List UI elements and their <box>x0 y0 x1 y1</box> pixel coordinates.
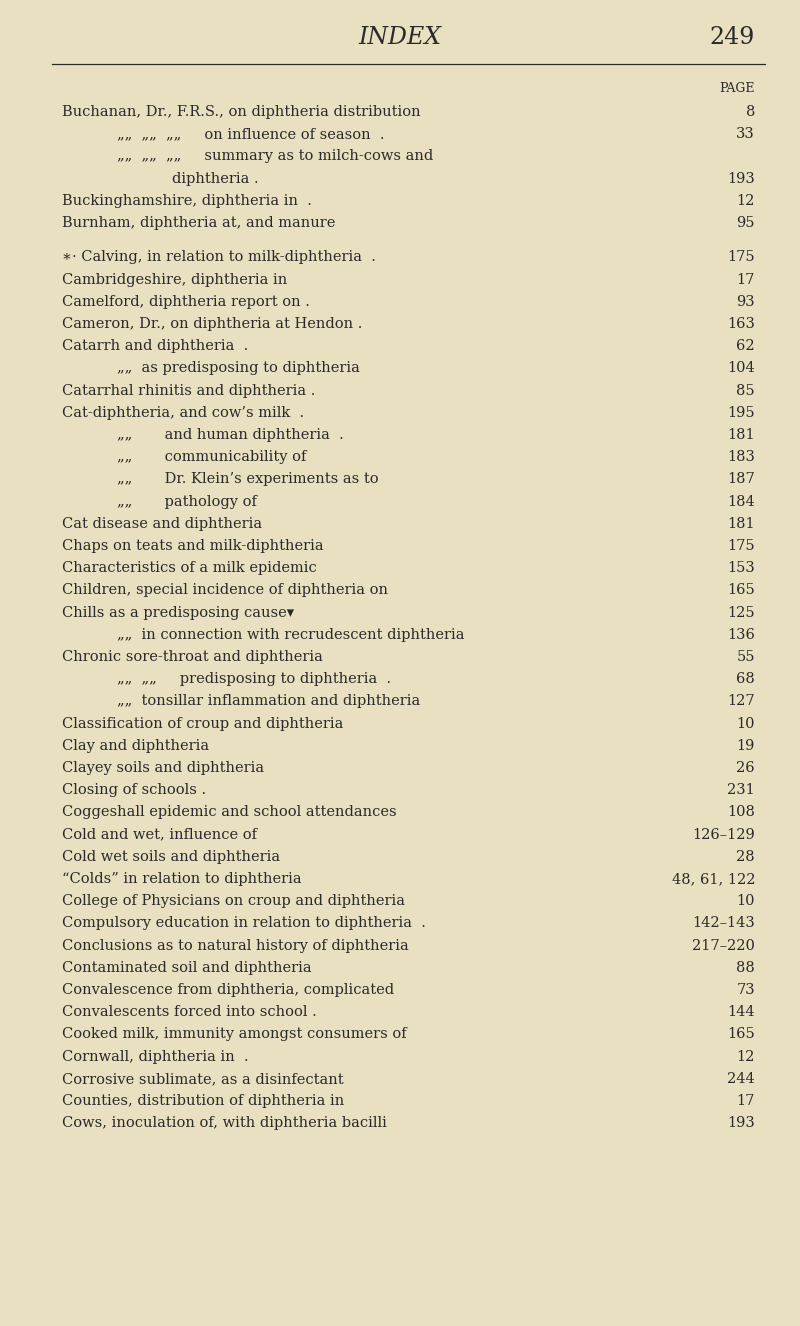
Text: 249: 249 <box>710 27 755 49</box>
Text: 8: 8 <box>746 105 755 119</box>
Text: 165: 165 <box>727 583 755 598</box>
Text: ∗· Calving, in relation to milk-diphtheria  .: ∗· Calving, in relation to milk-diphther… <box>62 251 376 264</box>
Text: 55: 55 <box>737 650 755 664</box>
Text: College of Physicians on croup and diphtheria: College of Physicians on croup and dipht… <box>62 894 405 908</box>
Text: Catarrh and diphtheria  .: Catarrh and diphtheria . <box>62 339 248 353</box>
Text: 68: 68 <box>736 672 755 687</box>
Text: Cold wet soils and diphtheria: Cold wet soils and diphtheria <box>62 850 280 863</box>
Text: PAGE: PAGE <box>719 82 755 95</box>
Text: Conclusions as to natural history of diphtheria: Conclusions as to natural history of dip… <box>62 939 409 952</box>
Text: „„       Dr. Klein’s experiments as to: „„ Dr. Klein’s experiments as to <box>117 472 378 487</box>
Text: Cat-diphtheria, and cow’s milk  .: Cat-diphtheria, and cow’s milk . <box>62 406 304 420</box>
Text: 217–220: 217–220 <box>692 939 755 952</box>
Text: INDEX: INDEX <box>358 27 442 49</box>
Text: 175: 175 <box>727 538 755 553</box>
Text: 26: 26 <box>736 761 755 774</box>
Text: „„       pathology of: „„ pathology of <box>117 495 257 509</box>
Text: Contaminated soil and diphtheria: Contaminated soil and diphtheria <box>62 961 312 975</box>
Text: 95: 95 <box>737 216 755 229</box>
Text: 33: 33 <box>736 127 755 141</box>
Text: Cameron, Dr., on diphtheria at Hendon .: Cameron, Dr., on diphtheria at Hendon . <box>62 317 362 332</box>
Text: Camelford, diphtheria report on .: Camelford, diphtheria report on . <box>62 294 310 309</box>
Text: 244: 244 <box>727 1071 755 1086</box>
Text: Classification of croup and diphtheria: Classification of croup and diphtheria <box>62 716 343 731</box>
Text: 126–129: 126–129 <box>692 827 755 842</box>
Text: Characteristics of a milk epidemic: Characteristics of a milk epidemic <box>62 561 317 575</box>
Text: 85: 85 <box>736 383 755 398</box>
Text: „„       and human diphtheria  .: „„ and human diphtheria . <box>117 428 344 442</box>
Text: 48, 61, 122: 48, 61, 122 <box>671 873 755 886</box>
Text: „„  „„     predisposing to diphtheria  .: „„ „„ predisposing to diphtheria . <box>117 672 391 687</box>
Text: „„  in connection with recrudescent diphtheria: „„ in connection with recrudescent dipht… <box>117 627 465 642</box>
Text: 175: 175 <box>727 251 755 264</box>
Text: Compulsory education in relation to diphtheria  .: Compulsory education in relation to diph… <box>62 916 426 931</box>
Text: 163: 163 <box>727 317 755 332</box>
Text: Buckinghamshire, diphtheria in  .: Buckinghamshire, diphtheria in . <box>62 194 312 208</box>
Text: 181: 181 <box>727 517 755 530</box>
Text: 12: 12 <box>737 1050 755 1063</box>
Text: Burnham, diphtheria at, and manure: Burnham, diphtheria at, and manure <box>62 216 335 229</box>
Text: Chills as a predisposing cause▾: Chills as a predisposing cause▾ <box>62 606 294 619</box>
Text: 181: 181 <box>727 428 755 442</box>
Text: Children, special incidence of diphtheria on: Children, special incidence of diphtheri… <box>62 583 388 598</box>
Text: Convalescence from diphtheria, complicated: Convalescence from diphtheria, complicat… <box>62 983 394 997</box>
Text: 17: 17 <box>737 1094 755 1109</box>
Text: Chronic sore-throat and diphtheria: Chronic sore-throat and diphtheria <box>62 650 323 664</box>
Text: Buchanan, Dr., F.R.S., on diphtheria distribution: Buchanan, Dr., F.R.S., on diphtheria dis… <box>62 105 421 119</box>
Text: 62: 62 <box>736 339 755 353</box>
Text: 93: 93 <box>736 294 755 309</box>
Text: 187: 187 <box>727 472 755 487</box>
Text: Clay and diphtheria: Clay and diphtheria <box>62 739 209 753</box>
Text: 165: 165 <box>727 1028 755 1041</box>
Text: Chaps on teats and milk-diphtheria: Chaps on teats and milk-diphtheria <box>62 538 324 553</box>
Text: 10: 10 <box>737 716 755 731</box>
Text: 127: 127 <box>727 695 755 708</box>
Text: 12: 12 <box>737 194 755 208</box>
Text: “Colds” in relation to diphtheria: “Colds” in relation to diphtheria <box>62 873 302 886</box>
Text: 195: 195 <box>727 406 755 420</box>
Text: „„  tonsillar inflammation and diphtheria: „„ tonsillar inflammation and diphtheria <box>117 695 420 708</box>
Text: „„  „„  „„     on influence of season  .: „„ „„ „„ on influence of season . <box>117 127 385 141</box>
Text: 136: 136 <box>727 627 755 642</box>
Text: Cows, inoculation of, with diphtheria bacilli: Cows, inoculation of, with diphtheria ba… <box>62 1116 387 1130</box>
Text: 184: 184 <box>727 495 755 509</box>
Text: 142–143: 142–143 <box>692 916 755 931</box>
Text: 125: 125 <box>727 606 755 619</box>
Text: Coggeshall epidemic and school attendances: Coggeshall epidemic and school attendanc… <box>62 805 397 819</box>
Text: Closing of schools .: Closing of schools . <box>62 784 206 797</box>
Text: Cat disease and diphtheria: Cat disease and diphtheria <box>62 517 262 530</box>
Text: 17: 17 <box>737 273 755 286</box>
Text: Cooked milk, immunity amongst consumers of: Cooked milk, immunity amongst consumers … <box>62 1028 406 1041</box>
Text: Cambridgeshire, diphtheria in: Cambridgeshire, diphtheria in <box>62 273 287 286</box>
Text: 28: 28 <box>736 850 755 863</box>
Text: 108: 108 <box>727 805 755 819</box>
Text: 88: 88 <box>736 961 755 975</box>
Text: 183: 183 <box>727 451 755 464</box>
Text: „„  „„  „„     summary as to milch-cows and: „„ „„ „„ summary as to milch-cows and <box>117 150 434 163</box>
Text: 153: 153 <box>727 561 755 575</box>
Text: Clayey soils and diphtheria: Clayey soils and diphtheria <box>62 761 264 774</box>
Text: Cornwall, diphtheria in  .: Cornwall, diphtheria in . <box>62 1050 249 1063</box>
Text: „„  as predisposing to diphtheria: „„ as predisposing to diphtheria <box>117 362 360 375</box>
Text: Counties, distribution of diphtheria in: Counties, distribution of diphtheria in <box>62 1094 344 1109</box>
Text: Corrosive sublimate, as a disinfectant: Corrosive sublimate, as a disinfectant <box>62 1071 344 1086</box>
Text: diphtheria .: diphtheria . <box>172 171 258 186</box>
Text: 231: 231 <box>727 784 755 797</box>
Text: 193: 193 <box>727 171 755 186</box>
Text: Cold and wet, influence of: Cold and wet, influence of <box>62 827 257 842</box>
Text: 193: 193 <box>727 1116 755 1130</box>
Text: 10: 10 <box>737 894 755 908</box>
Text: „„       communicability of: „„ communicability of <box>117 451 306 464</box>
Text: 144: 144 <box>727 1005 755 1020</box>
Text: Catarrhal rhinitis and diphtheria .: Catarrhal rhinitis and diphtheria . <box>62 383 315 398</box>
Text: 73: 73 <box>736 983 755 997</box>
Text: Convalescents forced into school .: Convalescents forced into school . <box>62 1005 317 1020</box>
Text: 19: 19 <box>737 739 755 753</box>
Text: 104: 104 <box>727 362 755 375</box>
